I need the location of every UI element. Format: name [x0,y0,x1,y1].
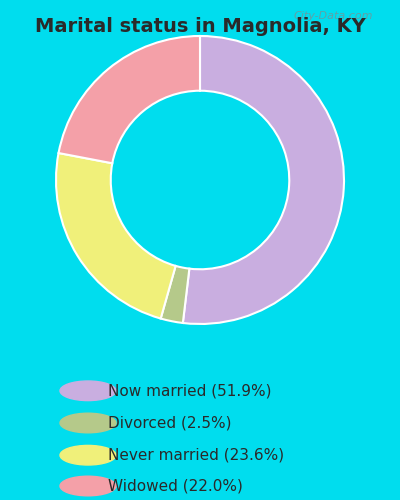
Circle shape [60,413,116,433]
Text: Never married (23.6%): Never married (23.6%) [108,448,284,462]
Text: Widowed (22.0%): Widowed (22.0%) [108,478,243,494]
Text: Marital status in Magnolia, KY: Marital status in Magnolia, KY [35,18,365,36]
Wedge shape [58,36,200,164]
Wedge shape [56,153,176,318]
Wedge shape [161,266,189,323]
Circle shape [60,446,116,465]
Text: City-Data.com: City-Data.com [293,11,373,21]
Wedge shape [183,36,344,324]
Text: Now married (51.9%): Now married (51.9%) [108,384,272,398]
Text: Divorced (2.5%): Divorced (2.5%) [108,416,232,430]
Circle shape [60,476,116,496]
Circle shape [60,381,116,400]
